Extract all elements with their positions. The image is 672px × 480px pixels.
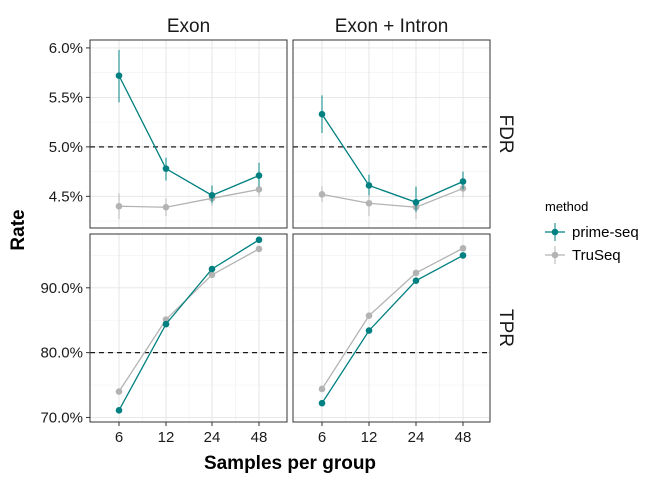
y-tick-label-tpr: 70.0%	[40, 409, 83, 426]
row-strip-fdr: FDR	[495, 114, 516, 153]
panel-exon-tpr	[89, 233, 288, 423]
x-tick-label: 48	[455, 429, 472, 446]
y-tick-label-tpr: 90.0%	[40, 280, 83, 297]
y-tick-label-tpr: 80.0%	[40, 345, 83, 362]
panels: Exon Exon + Intron FDR TPR 4.5% 5.0% 5.5% 6.0% 7…	[40, 16, 516, 446]
series-line-prime-seq	[321, 254, 464, 404]
data-point-truseq	[115, 388, 123, 395]
data-point-prime-seq	[115, 72, 123, 79]
data-point-truseq	[459, 244, 467, 252]
x-axis-title: Samples per group	[204, 453, 376, 474]
data-point-prime-seq	[162, 165, 170, 172]
data-point-truseq	[115, 202, 123, 210]
panel-background	[90, 234, 287, 422]
panel-background	[90, 40, 287, 228]
panel-border	[292, 39, 491, 229]
data-point-truseq	[365, 312, 373, 319]
column-strip-exon-intron: Exon + Intron	[335, 16, 449, 37]
x-tick-label: 24	[408, 429, 425, 446]
panel-border	[89, 233, 288, 423]
panel-exon-fdr	[89, 39, 288, 229]
data-point-truseq	[255, 186, 263, 193]
x-tick-label: 12	[361, 429, 378, 446]
panel-exon-intron-tpr	[292, 233, 491, 423]
data-point-truseq	[255, 245, 263, 253]
data-point-truseq	[318, 191, 326, 198]
series-line-prime-seq	[321, 113, 464, 203]
y-tick-label-fdr: 4.5%	[49, 188, 83, 205]
legend-label-truseq: TruSeq	[572, 247, 621, 264]
data-point-prime-seq	[255, 172, 263, 179]
column-strip-exon: Exon	[167, 16, 210, 37]
series-line-truseq	[321, 247, 464, 390]
series-line-truseq	[321, 187, 464, 208]
x-tick-label: 48	[251, 429, 268, 446]
y-tick-label-fdr: 5.5%	[49, 89, 83, 106]
y-axis-title: Rate	[8, 209, 29, 250]
x-tick-label: 6	[318, 429, 326, 446]
x-tick-label: 6	[115, 429, 123, 446]
series-line-truseq	[118, 188, 260, 208]
data-point-truseq	[162, 203, 170, 211]
y-tick-label-fdr: 5.0%	[49, 139, 83, 156]
data-point-prime-seq	[412, 277, 420, 284]
data-point-truseq	[365, 199, 373, 207]
series-line-prime-seq	[118, 75, 260, 197]
data-point-prime-seq	[459, 178, 467, 185]
y-tick-label-fdr: 6.0%	[49, 40, 83, 57]
panel-border	[89, 39, 288, 229]
data-point-prime-seq	[255, 236, 263, 244]
panel-border	[292, 233, 491, 423]
data-point-truseq	[318, 385, 326, 393]
data-point-prime-seq	[208, 192, 216, 199]
legend-key-point	[551, 251, 559, 259]
panel-background	[293, 234, 490, 422]
legend-title: method	[545, 199, 588, 214]
data-point-prime-seq	[115, 407, 123, 414]
legend-key-point	[551, 228, 559, 236]
data-point-prime-seq	[208, 265, 216, 273]
legend-item-prime-seq: prime-seq	[545, 223, 639, 241]
series-line-prime-seq	[118, 239, 260, 411]
data-point-prime-seq	[318, 110, 326, 118]
data-point-truseq	[412, 269, 420, 277]
data-point-prime-seq	[412, 198, 420, 206]
data-point-prime-seq	[365, 182, 373, 189]
data-point-truseq	[208, 271, 216, 279]
legend-label-prime-seq: prime-seq	[572, 224, 639, 241]
x-tick-label: 24	[204, 429, 221, 446]
legend: method prime-seq TruSeq	[545, 199, 639, 264]
data-point-prime-seq	[318, 399, 326, 407]
legend-item-truseq: TruSeq	[545, 246, 621, 264]
row-strip-tpr: TPR	[495, 309, 516, 347]
data-point-prime-seq	[162, 320, 170, 328]
panel-background	[293, 40, 490, 228]
x-tick-label: 12	[158, 429, 175, 446]
panel-exon-intron-fdr	[292, 39, 491, 229]
data-point-prime-seq	[459, 252, 467, 259]
data-point-prime-seq	[365, 327, 373, 334]
